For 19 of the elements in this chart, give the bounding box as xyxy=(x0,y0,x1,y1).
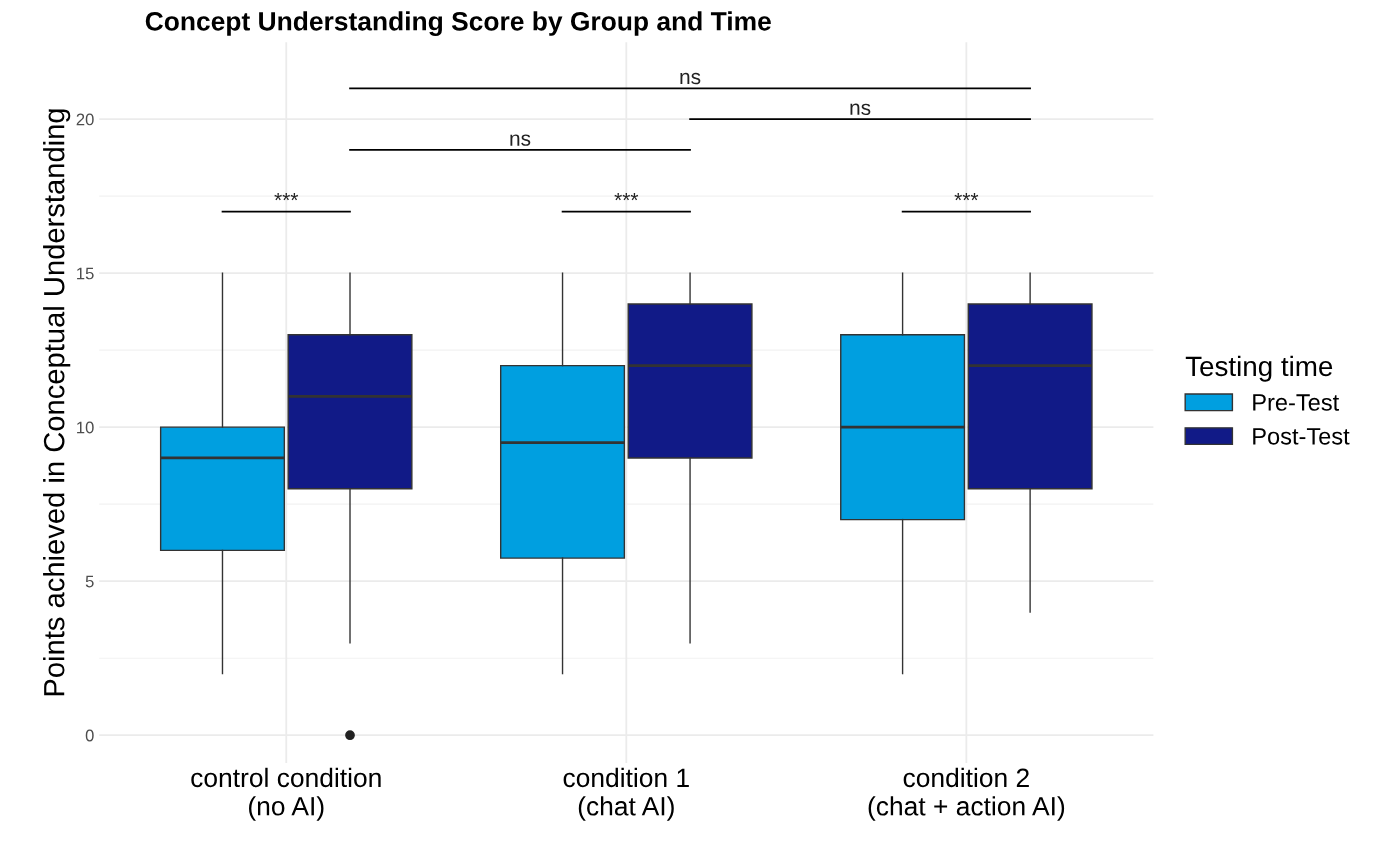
y-tick-label: 20 xyxy=(76,113,94,126)
annotation: *** xyxy=(954,192,979,201)
chart-title: Concept Understanding Score by Group and Time xyxy=(145,11,771,36)
legend-title: Testing time xyxy=(1185,355,1333,382)
annotation: *** xyxy=(274,192,299,201)
x-tick-label: condition 2 (chat + action AI) xyxy=(868,767,1065,821)
y-tick-label: 10 xyxy=(77,421,94,434)
y-tick-label: 5 xyxy=(85,575,94,588)
x-tick-label: control condition (no AI) xyxy=(191,767,381,821)
legend-label: Post-Test xyxy=(1253,428,1350,445)
x-tick-label: condition 1 (chat AI) xyxy=(563,767,689,821)
annotation: ns xyxy=(510,134,531,146)
y-tick-label: 0 xyxy=(85,729,94,742)
annotation: *** xyxy=(614,192,639,201)
annotation: ns xyxy=(680,72,701,85)
y-axis-title: Points achieved in Conceptual Understanding xyxy=(43,109,71,696)
y-tick-label: 15 xyxy=(77,267,94,280)
annotation: ns xyxy=(850,103,871,116)
legend-label: Pre-Test xyxy=(1253,394,1340,411)
